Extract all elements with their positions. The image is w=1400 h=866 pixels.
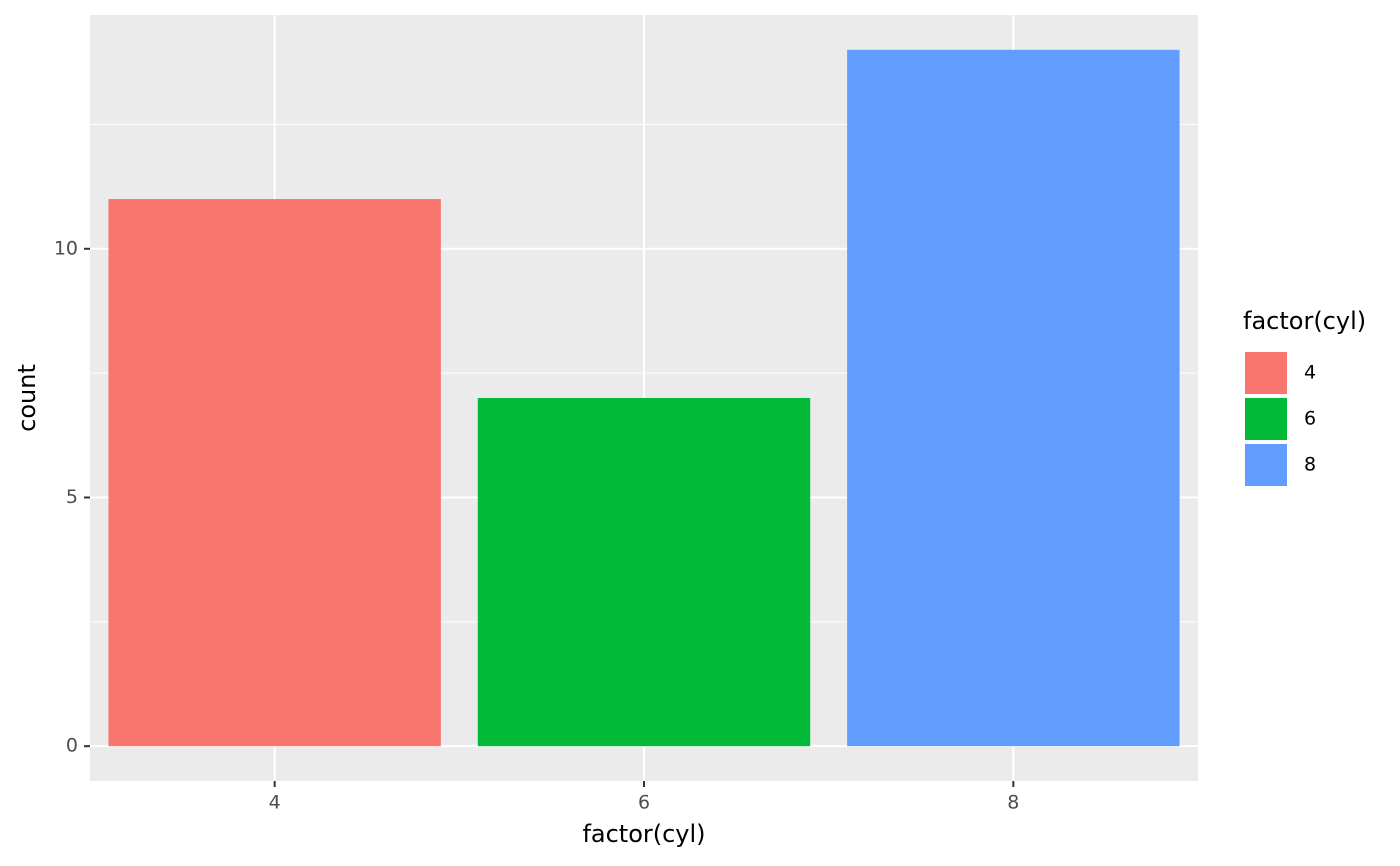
legend-label: 8: [1304, 454, 1316, 476]
legend-key: [1243, 442, 1289, 488]
y-axis-title: count: [13, 364, 41, 432]
y-tick-label: 0: [66, 735, 78, 757]
x-axis-title: factor(cyl): [582, 820, 705, 848]
x-tick-label: 6: [638, 792, 650, 814]
y-tick-label: 10: [54, 237, 78, 259]
x-tick-label: 4: [269, 792, 281, 814]
legend-label: 4: [1304, 362, 1316, 384]
legend-key: [1243, 350, 1289, 396]
bar: [108, 199, 441, 747]
legend-key: [1243, 396, 1289, 442]
bar: [847, 49, 1180, 747]
legend-title: factor(cyl): [1243, 307, 1366, 335]
legend-label: 6: [1304, 408, 1316, 430]
x-tick-label: 8: [1007, 792, 1019, 814]
bar: [477, 398, 811, 747]
y-tick-label: 5: [66, 486, 78, 508]
